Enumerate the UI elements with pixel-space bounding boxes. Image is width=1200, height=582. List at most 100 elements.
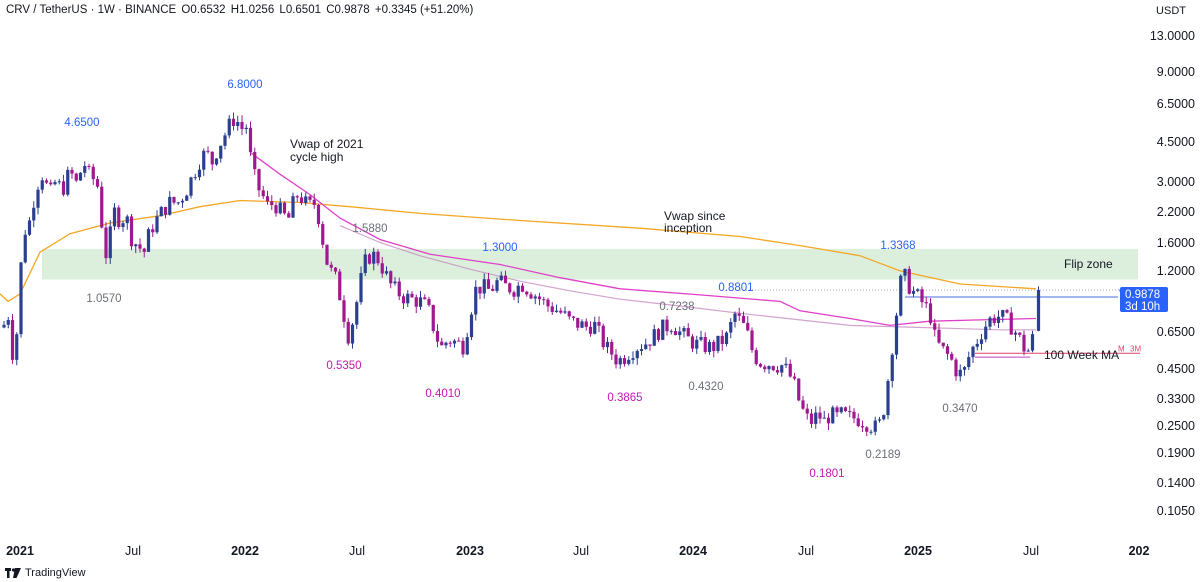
candle-body xyxy=(941,342,945,347)
candle-body xyxy=(346,321,350,344)
candle-body xyxy=(384,271,389,274)
y-axis[interactable]: 13.0000 9.0000 6.5000 4.5000 3.0000 2.2000 1.6… xyxy=(1150,29,1195,518)
candle xyxy=(2,320,6,329)
candle xyxy=(185,194,189,201)
price-label: 0.3470 xyxy=(942,403,977,415)
candle xyxy=(877,416,882,423)
candle-body xyxy=(304,196,308,203)
candle-body xyxy=(682,328,686,332)
candle-body xyxy=(958,369,962,377)
price-label: 1.5880 xyxy=(352,223,387,235)
candle xyxy=(954,357,958,381)
candle xyxy=(669,329,673,335)
candle xyxy=(848,405,852,418)
candle xyxy=(376,249,380,266)
candle-body xyxy=(780,365,784,373)
candle-body xyxy=(427,299,431,305)
candle-body xyxy=(2,324,6,328)
candle xyxy=(435,324,440,348)
candle-body xyxy=(376,251,380,264)
candle xyxy=(882,414,886,421)
tradingview-brand[interactable]: TradingView xyxy=(25,567,86,579)
candle-body xyxy=(639,349,644,351)
currency-label[interactable]: USDT xyxy=(1156,5,1186,17)
candle-body xyxy=(359,273,363,303)
candle-body xyxy=(950,353,954,360)
candle xyxy=(826,413,831,431)
candle xyxy=(856,413,860,428)
candle xyxy=(36,186,40,215)
candle-body xyxy=(805,408,809,414)
price-label: 0.5350 xyxy=(326,360,361,372)
candle-body xyxy=(163,207,168,215)
price-label: 0.2189 xyxy=(865,449,900,461)
price-label: 1.3000 xyxy=(482,242,517,254)
x-tick-label: Jul xyxy=(573,544,589,558)
y-tick-label: 4.5000 xyxy=(1157,135,1195,149)
candle xyxy=(202,148,206,177)
candle xyxy=(423,294,427,300)
candle-body xyxy=(962,367,967,370)
candle xyxy=(32,201,36,228)
candle-body xyxy=(129,216,134,247)
candle-body xyxy=(707,341,712,353)
x-tick-label: 202 xyxy=(1129,544,1150,558)
candle-body xyxy=(418,297,423,307)
candle-body xyxy=(355,302,359,325)
candle xyxy=(329,261,333,272)
candle xyxy=(372,247,376,271)
candle-body xyxy=(665,319,669,332)
candle xyxy=(66,166,70,197)
candle xyxy=(104,222,108,265)
candle xyxy=(588,321,593,337)
candle-body xyxy=(316,204,321,225)
candle-body xyxy=(784,363,788,366)
candle-body xyxy=(223,135,227,146)
candle-body xyxy=(206,150,210,152)
candle-body xyxy=(801,400,805,409)
candle xyxy=(920,286,924,308)
y-tick-label: 1.6000 xyxy=(1157,236,1195,250)
candle-body xyxy=(911,290,916,294)
candle xyxy=(843,406,848,412)
candle-body xyxy=(410,293,414,298)
candle-body xyxy=(282,202,287,214)
candle xyxy=(979,333,984,351)
candle xyxy=(622,354,627,367)
candle-body xyxy=(380,263,384,274)
level-label-3m: 3M xyxy=(1130,344,1141,353)
candle-body xyxy=(822,417,826,419)
candle-body xyxy=(690,336,695,349)
candle xyxy=(707,339,712,355)
candle-body xyxy=(618,358,622,365)
candle xyxy=(1022,330,1026,356)
annotation-vwap-inception-line2: inception xyxy=(664,221,712,235)
candle-body xyxy=(601,325,605,348)
candle xyxy=(469,312,474,341)
candle-body xyxy=(814,412,818,424)
candle xyxy=(27,217,32,236)
candle-body xyxy=(865,427,869,432)
candle xyxy=(236,115,240,131)
candle-body xyxy=(244,127,248,130)
candle xyxy=(117,205,121,230)
candle xyxy=(6,316,10,329)
symbol-title[interactable]: CRV / TetherUS · 1W · BINANCE xyxy=(6,4,177,16)
candle-body xyxy=(15,334,19,360)
candle-body xyxy=(771,366,775,371)
candle xyxy=(767,365,771,374)
candle xyxy=(295,194,299,202)
candle xyxy=(686,323,690,337)
candle-body xyxy=(202,150,206,170)
candle xyxy=(805,403,809,420)
y-tick-label: 0.1400 xyxy=(1157,476,1195,490)
candle-body xyxy=(886,380,890,416)
candle-body xyxy=(695,339,699,349)
candle xyxy=(780,364,784,377)
candle xyxy=(703,332,707,355)
level-label-m: M xyxy=(1118,344,1125,353)
candle-body xyxy=(775,370,780,373)
candle xyxy=(724,331,729,347)
x-axis[interactable]: 2021 Jul 2022 Jul 2023 Jul 2024 Jul 2025 Jul 202 xyxy=(6,544,1149,558)
